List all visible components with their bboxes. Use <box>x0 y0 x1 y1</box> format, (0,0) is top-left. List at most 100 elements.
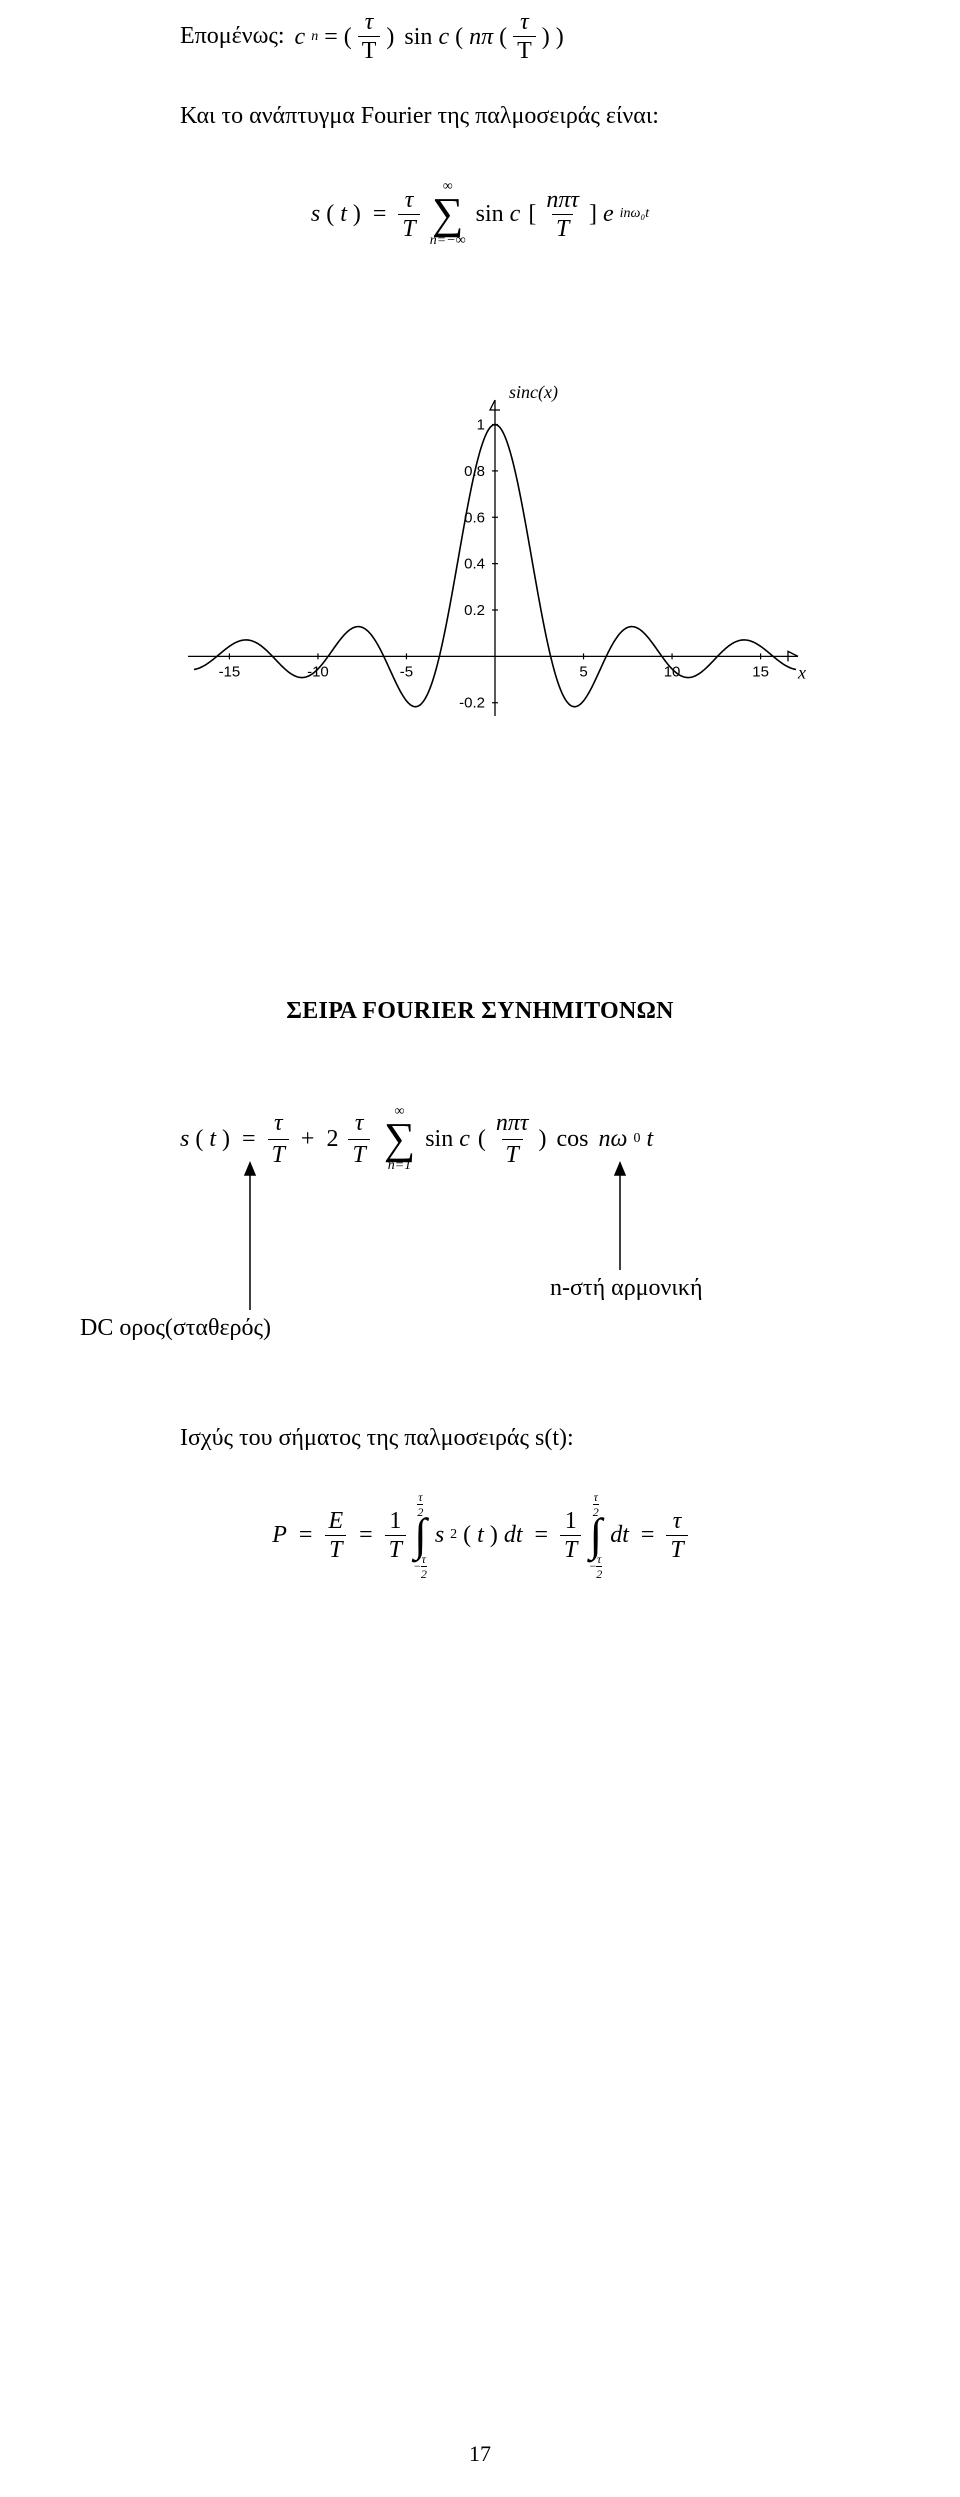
eq2-wrap: s ( t ) = τ T ∞ ∑ n=−∞ sin c [ nπτ T ] e… <box>120 180 840 248</box>
integral-icon: ∫ <box>414 1516 427 1554</box>
eq2-e: e <box>603 202 614 226</box>
eq2-sum-bot: n=−∞ <box>430 234 466 248</box>
eq1-frac2: τ Τ <box>513 10 536 63</box>
svg-text:10: 10 <box>664 663 681 680</box>
eq1-arg-r2: ) <box>542 25 550 49</box>
eq1-frac2-den: Τ <box>513 36 536 63</box>
arrow-harmonic <box>590 1160 650 1280</box>
eq4-i2tn: τ <box>594 1491 598 1504</box>
eq3-plus: + <box>301 1126 315 1153</box>
eq4-i2bs: − <box>589 1560 596 1572</box>
eq3-eq: = <box>242 1126 256 1153</box>
dc-label: DC ορος(σταθερός) <box>80 1315 271 1342</box>
eq2: s ( t ) = τ T ∞ ∑ n=−∞ sin c [ nπτ T ] e… <box>311 180 649 248</box>
svg-text:-15: -15 <box>219 663 241 680</box>
eq2-rp: ) <box>353 202 361 226</box>
eq4-ssup: 2 <box>450 1528 457 1542</box>
eq4-P: P <box>272 1523 287 1547</box>
eq2-sum: ∞ ∑ n=−∞ <box>430 180 466 248</box>
eq3-sum-bot: n=1 <box>388 1159 411 1173</box>
eq2-lp: ( <box>326 202 334 226</box>
eq3-lp: ( <box>195 1126 203 1153</box>
eq1-frac1: τ Τ <box>358 10 381 63</box>
eq3-tail1: nω <box>599 1126 628 1153</box>
eq2-s: s <box>311 202 320 226</box>
eq4-eq4: = <box>641 1523 655 1547</box>
eq2-exp: inω₀t <box>620 207 650 221</box>
eq3-c: c <box>459 1126 470 1153</box>
eq1-lhs-sub: n <box>311 30 318 44</box>
eq4-i2bn: τ <box>597 1553 601 1566</box>
eq1-arg-l: ( <box>455 25 463 49</box>
eq4-Ed: T <box>325 1535 346 1562</box>
eq4-En: E <box>324 1509 347 1535</box>
eq2-frac2-num: nπτ <box>542 188 583 214</box>
integral-icon-2: ∫ <box>589 1516 602 1554</box>
eq2-frac2: nπτ T <box>542 188 583 241</box>
eq4-wrap: P = E T = 1 T τ2 ∫ − τ2 s2 ( <box>120 1492 840 1578</box>
eq1: cn = ( τ Τ ) sin c ( nπ ( τ Τ ) ) <box>295 10 564 63</box>
eq3-pr: ) <box>539 1126 547 1153</box>
eq3-f3n: nπτ <box>492 1110 533 1139</box>
eq3-tail2: t <box>646 1126 653 1153</box>
eq4-dt2: dt <box>610 1523 629 1547</box>
eq3-two: 2 <box>326 1126 338 1153</box>
svg-text:-0.2: -0.2 <box>459 695 485 712</box>
eq1-c: c <box>438 25 449 49</box>
eq1-lparen: ( <box>344 25 352 49</box>
section-title: ΣΕΙΡΑ FOURIER ΣΥΝΗΜΙΤΟΝΩΝ <box>120 998 840 1025</box>
page-number: 17 <box>0 2441 960 2467</box>
eq4-eq3: = <box>535 1523 549 1547</box>
eq4-il: ( <box>463 1523 471 1547</box>
eq3-frac1: τ T <box>268 1110 289 1169</box>
eq2-t: t <box>340 202 347 226</box>
arrow-dc <box>200 1160 260 1320</box>
eq3-rp: ) <box>222 1126 230 1153</box>
sinc-plot-wrap: -15-10-551015-0.20.20.40.60.81xsinc(x) <box>120 378 840 738</box>
eq2-frac2-den: T <box>552 214 573 241</box>
eq4-f2d: T <box>560 1535 581 1562</box>
eq1-row: Επομένως: cn = ( τ Τ ) sin c ( nπ ( τ Τ … <box>180 10 840 63</box>
harmonic-label: n-στή αρμονική <box>550 1275 703 1302</box>
eq1-rparen: ) <box>386 25 394 49</box>
eq3-f1d: T <box>268 1139 289 1169</box>
eq4-i1bn: τ <box>422 1553 426 1566</box>
eq2-br: ] <box>589 202 597 226</box>
eq3-f2n: τ <box>351 1110 368 1139</box>
power-intro: Ισχύς του σήματος της παλμοσειράς s(t): <box>180 1425 840 1452</box>
eq4-int1: τ2 ∫ − τ2 <box>414 1492 427 1578</box>
eq1-frac2-num: τ <box>516 10 533 36</box>
eq4-frac2: 1 T <box>560 1509 581 1562</box>
eq3-frac2: τ T <box>348 1110 369 1169</box>
eq1-npi: nπ <box>469 25 493 49</box>
eq4-i2bd: 2 <box>596 1566 602 1580</box>
eq4-f2n: 1 <box>561 1509 581 1535</box>
eq4-i1tn: τ <box>418 1491 422 1504</box>
eq1-arg-l2: ( <box>499 25 507 49</box>
eq1-frac1-den: Τ <box>358 36 381 63</box>
eq4-iv: t <box>477 1523 484 1547</box>
eq3-cos: cos <box>557 1126 589 1153</box>
eq2-sin: sin <box>476 202 504 226</box>
eq3-f1n: τ <box>270 1110 287 1139</box>
eq4-frac1: 1 T <box>385 1509 406 1562</box>
eq4-int2: τ2 ∫ − τ2 <box>589 1492 602 1578</box>
svg-text:x: x <box>797 662 806 682</box>
eq4-f1n: 1 <box>385 1509 405 1535</box>
eq3-frac3: nπτ T <box>492 1110 533 1169</box>
svg-text:sinc(x): sinc(x) <box>509 382 558 403</box>
eq3-f2d: T <box>348 1139 369 1169</box>
eq1-lhs-var: c <box>295 25 306 49</box>
eq4-dt: dt <box>504 1523 523 1547</box>
eq3-f3d: T <box>502 1139 523 1169</box>
eq3-s: s <box>180 1126 189 1153</box>
eq4-i1bd: 2 <box>421 1566 427 1580</box>
eq4-Rn: τ <box>669 1509 686 1535</box>
eq2-eq: = <box>373 202 387 226</box>
eq4-i1bs: − <box>414 1560 421 1572</box>
eq4: P = E T = 1 T τ2 ∫ − τ2 s2 ( <box>272 1492 688 1578</box>
eq4-fracR: τ T <box>666 1509 687 1562</box>
eq1-sin: sin <box>404 25 432 49</box>
eq1-equals: = <box>324 25 338 49</box>
svg-text:-10: -10 <box>307 663 329 680</box>
